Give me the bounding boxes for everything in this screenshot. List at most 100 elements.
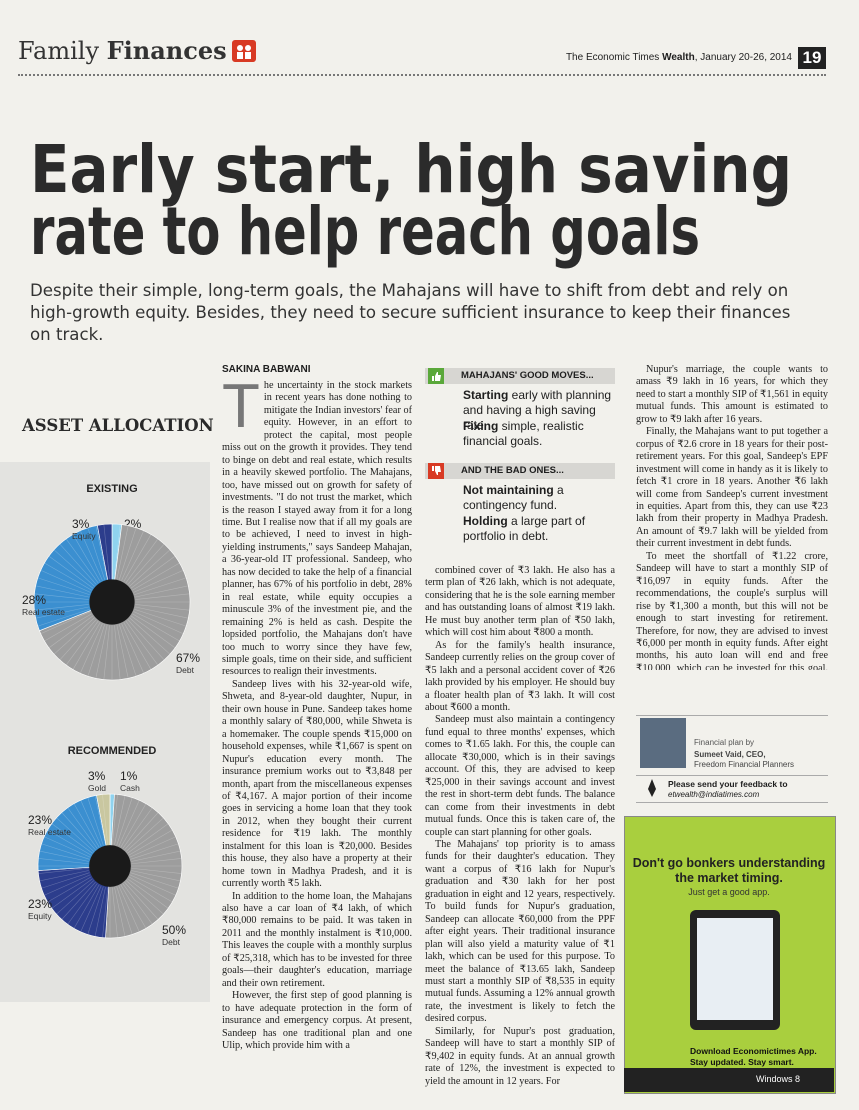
- dek: Despite their simple, long-term goals, t…: [30, 281, 791, 344]
- paragraph: Sandeep must also maintain a contingency…: [425, 714, 615, 838]
- texture-line: [44, 836, 91, 858]
- pie-slice: [37, 794, 111, 871]
- move-lead: Holding: [463, 514, 508, 528]
- texture-line: [38, 867, 89, 874]
- ad-platform: Windows 8: [756, 1074, 801, 1084]
- texture-line: [133, 611, 184, 634]
- texture-line: [41, 872, 90, 889]
- texture-line: [129, 874, 176, 896]
- texture-line: [38, 858, 89, 865]
- texture-line: [135, 593, 190, 600]
- move-item: Starting early with planning and having …: [463, 388, 613, 433]
- paragraph: As for the family's health insurance, Sa…: [425, 639, 615, 713]
- texture-line: [102, 887, 109, 938]
- paragraph: To meet the shortfall of ₹1.22 crore, Sa…: [636, 550, 828, 670]
- texture-line: [116, 886, 133, 935]
- texture-line: [40, 611, 91, 634]
- texture-line: [121, 623, 144, 674]
- texture-line: [130, 615, 176, 649]
- paragraph: However, the first step of good planning…: [222, 990, 412, 1052]
- move-lead: Fixing: [463, 419, 499, 433]
- tablet-screen: [697, 918, 773, 1020]
- paragraph: combined cover of ₹3 lakh. He also has a…: [425, 565, 615, 639]
- texture-line: [47, 876, 92, 903]
- texture-line: [122, 883, 153, 925]
- box-title: MAHAJANS' GOOD MOVES...: [461, 370, 594, 381]
- ad-cta: Download Economictimes App.: [690, 1046, 817, 1056]
- feedback-box: [636, 775, 828, 803]
- bad-moves-header: AND THE BAD ONES...: [425, 463, 615, 479]
- slice-category-label: Equity: [28, 911, 52, 921]
- texture-line: [72, 534, 101, 582]
- texture-line: [123, 534, 152, 582]
- texture-line: [123, 622, 152, 670]
- texture-line: [87, 624, 106, 677]
- slice-category-label: Debt: [162, 937, 181, 947]
- texture-line: [48, 555, 94, 589]
- texture-line: [39, 850, 89, 862]
- texture-line: [80, 885, 102, 932]
- pie-hole: [89, 845, 131, 887]
- texture-line: [127, 619, 165, 661]
- texture-line: [125, 538, 159, 584]
- move-item: Not maintaining a contingency fund.: [463, 483, 613, 513]
- move-item: Fixing simple, realistic financial goals…: [463, 419, 613, 449]
- firm: Freedom Financial Planners: [694, 760, 795, 769]
- texture-line: [124, 881, 159, 920]
- texture-line: [134, 608, 187, 627]
- texture-line: [127, 823, 169, 854]
- texture-line: [40, 570, 91, 593]
- slice-value-label: 3%: [72, 517, 90, 531]
- texture-line: [111, 887, 118, 938]
- move-text: a contingency fund.: [463, 483, 564, 512]
- texture-line: [125, 880, 164, 915]
- texture-line: [125, 620, 159, 666]
- texture-line: [130, 555, 176, 589]
- texture-line: [128, 876, 173, 903]
- texture-line: [124, 812, 159, 851]
- thumbs-up-icon: [428, 368, 444, 384]
- slice-value-label: 23%: [28, 897, 52, 911]
- texture-line: [73, 884, 100, 929]
- texture-line: [37, 608, 90, 627]
- section-bold: Finances: [106, 36, 227, 65]
- texture-line: [103, 524, 110, 579]
- rule: [18, 74, 826, 76]
- chart-title: RECOMMENDED: [68, 745, 157, 757]
- texture-line: [44, 613, 92, 642]
- paragraph: Sandeep lives with his 32-year-old wife,…: [222, 678, 412, 890]
- pen-icon: [648, 779, 656, 797]
- texture-line: [87, 797, 104, 846]
- texture-line: [95, 525, 108, 580]
- slice-category-label: Real estate: [28, 827, 71, 837]
- texture-line: [61, 812, 96, 851]
- texture-line: [41, 843, 90, 860]
- texture-line: [114, 524, 121, 579]
- paragraph: The Mahajans' top priority is to amass f…: [425, 838, 615, 1025]
- dateline: The Economic Times Wealth, January 20-26…: [560, 52, 792, 63]
- ad-headline: Don't go bonkers understanding the marke…: [632, 856, 826, 885]
- texture-line: [129, 836, 176, 858]
- pie-hole: [89, 579, 135, 625]
- texture-line: [127, 543, 165, 585]
- texture-line: [121, 530, 144, 581]
- section-icon: [232, 40, 256, 62]
- move-text: early with planning and having a high sa…: [463, 388, 612, 432]
- texture-line: [95, 624, 108, 679]
- texture-line: [80, 623, 103, 674]
- texture-line: [122, 807, 153, 849]
- texture-line: [103, 625, 110, 680]
- ad-tagline: Stay updated. Stay smart.: [690, 1057, 794, 1067]
- texture-line: [131, 850, 181, 862]
- planner-label: Financial plan by: [694, 738, 755, 747]
- texture-line: [131, 858, 182, 865]
- texture-line: [120, 803, 147, 848]
- texture-line: [111, 794, 118, 845]
- slice-category-label: Cash: [120, 783, 140, 793]
- texture-line: [116, 525, 129, 580]
- article-column: The uncertainty in the stock markets in …: [222, 380, 412, 1092]
- texture-line: [128, 829, 173, 856]
- texture-line: [67, 883, 98, 925]
- texture-line: [39, 870, 89, 882]
- texture-line: [130, 872, 179, 889]
